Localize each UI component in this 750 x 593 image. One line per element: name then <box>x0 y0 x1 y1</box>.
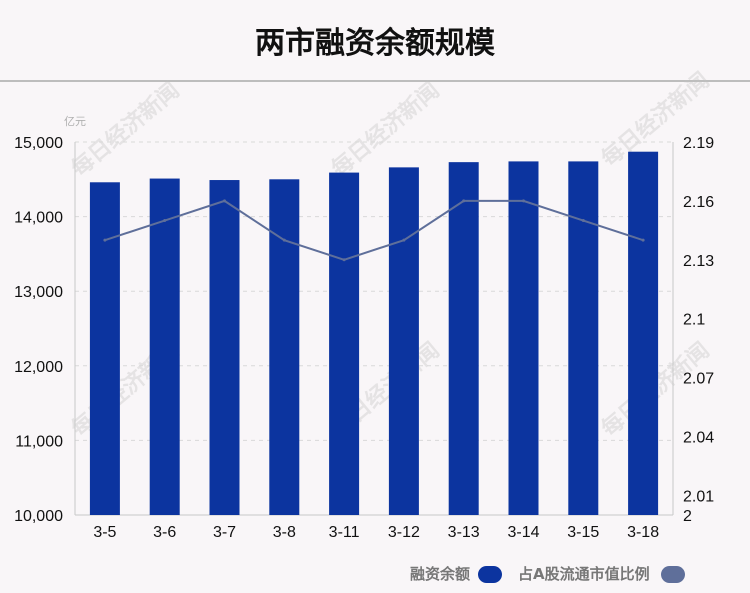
legend-swatch-ratio <box>661 566 685 583</box>
bar-3-5 <box>89 182 120 515</box>
y-left-tick-0: 10,000 <box>14 508 63 525</box>
ratio-point-3-15 <box>581 219 585 223</box>
bar-3-12 <box>388 167 419 515</box>
bar-3-15 <box>568 161 599 515</box>
ratio-line <box>104 199 644 261</box>
ratio-point-3-14 <box>522 199 525 203</box>
x-tick-2: 3-7 <box>213 524 236 541</box>
y-left-tick-4: 14,000 <box>14 210 63 227</box>
legend-label-ratio: 占A股流通市值比例 <box>518 565 650 583</box>
x-tick-1: 3-6 <box>153 524 176 541</box>
x-tick-4: 3-11 <box>329 524 360 541</box>
y-left-tick-2: 12,000 <box>14 359 63 376</box>
y-right-tick-1: 2.01 <box>683 488 714 505</box>
ratio-point-3-6 <box>163 219 167 223</box>
bar-3-18 <box>628 151 659 515</box>
legend-swatch-balance <box>478 566 502 583</box>
watermark-1: 每日经济新闻 <box>327 77 445 182</box>
bar-3-7 <box>209 180 240 515</box>
bar-3-6 <box>149 178 180 515</box>
ratio-point-3-8 <box>282 238 286 242</box>
bar-3-13 <box>448 162 479 515</box>
y-left-tick-5: 15,000 <box>14 135 63 152</box>
chart-title: 两市融资余额规模 <box>255 26 495 61</box>
ratio-point-3-13 <box>462 199 466 203</box>
ratio-point-3-11 <box>342 258 346 262</box>
y-right-tick-5: 2.13 <box>683 253 714 270</box>
y-left-unit: 亿元 <box>64 115 86 128</box>
bar-3-14 <box>508 161 539 515</box>
ratio-point-3-12 <box>402 238 406 242</box>
title-divider <box>0 80 750 82</box>
y-right-tick-3: 2.07 <box>683 371 714 388</box>
x-tick-3: 3-8 <box>273 524 296 541</box>
y-right-tick-4: 2.1 <box>683 312 705 329</box>
ratio-point-3-5 <box>103 238 107 242</box>
watermark-0: 每日经济新闻 <box>67 77 185 182</box>
x-tick-0: 3-5 <box>93 524 116 541</box>
y-right-tick-0: 2 <box>683 508 692 525</box>
x-tick-6: 3-13 <box>448 524 480 541</box>
legend-label-balance: 融资余额 <box>410 565 471 583</box>
ratio-point-3-18 <box>641 238 645 242</box>
x-tick-5: 3-12 <box>388 524 420 541</box>
x-tick-7: 3-14 <box>507 524 539 541</box>
y-right-tick-2: 2.04 <box>683 429 714 446</box>
ratio-point-3-7 <box>223 199 226 203</box>
y-left-tick-3: 13,000 <box>14 284 63 301</box>
y-left-tick-1: 11,000 <box>15 433 63 450</box>
y-right-tick-6: 2.16 <box>683 194 714 211</box>
y-right-tick-7: 2.19 <box>683 135 714 152</box>
bar-3-11 <box>329 172 360 515</box>
bar-3-8 <box>269 179 300 516</box>
x-tick-8: 3-15 <box>567 524 599 541</box>
x-tick-9: 3-18 <box>627 524 659 541</box>
